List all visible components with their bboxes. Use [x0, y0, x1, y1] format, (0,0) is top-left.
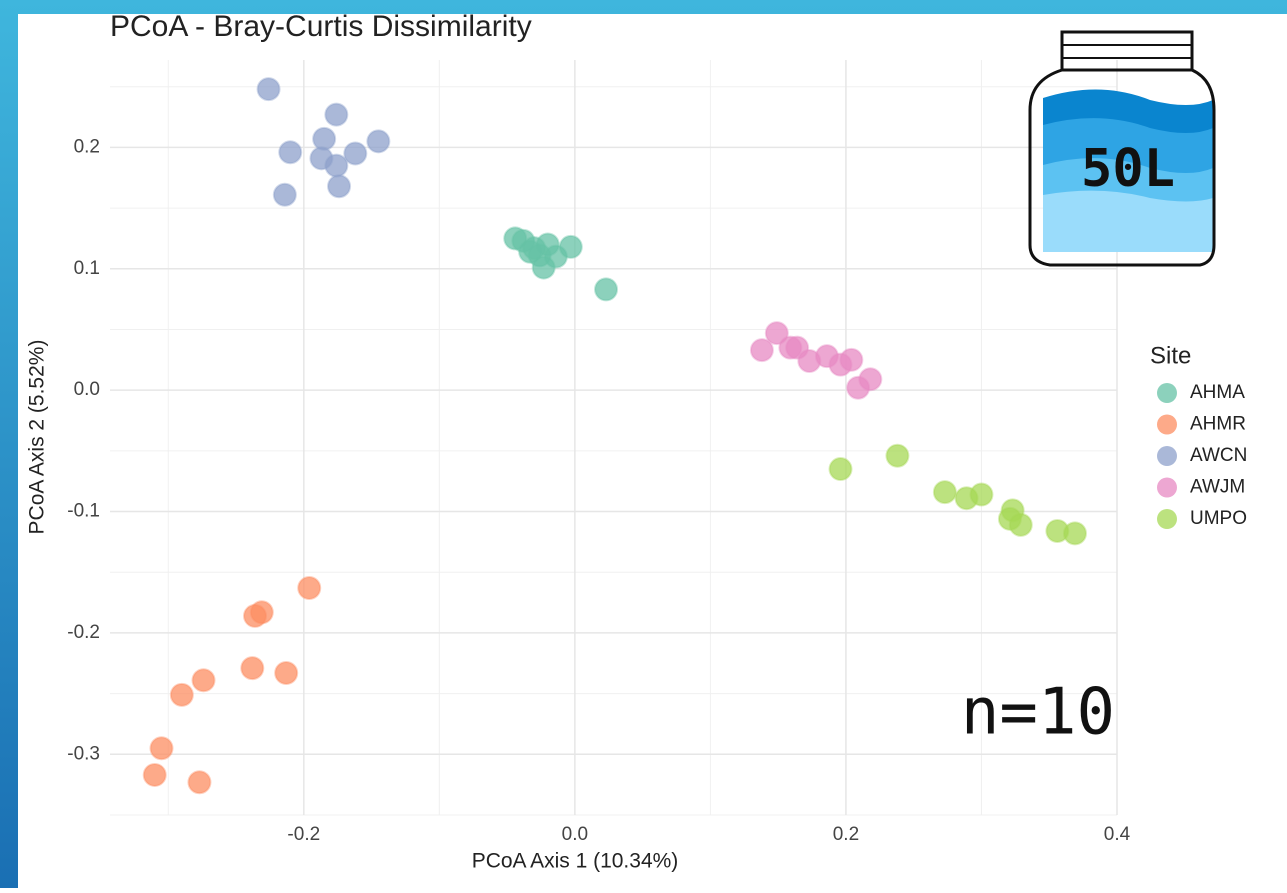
legend-label: AWCN [1190, 445, 1247, 466]
legend-swatch [1157, 446, 1177, 466]
point [522, 236, 547, 261]
point [749, 338, 774, 363]
point [274, 660, 299, 685]
x-tick-label: -0.2 [287, 824, 320, 845]
point [1062, 521, 1087, 546]
y-tick-label: 0.2 [74, 136, 100, 157]
point [828, 457, 853, 482]
point [272, 182, 297, 207]
point [858, 367, 883, 392]
y-axis-title: PCoA Axis 2 (5.52%) [26, 340, 49, 535]
point [149, 736, 174, 761]
y-tick-label: -0.2 [67, 622, 100, 643]
point [324, 153, 349, 178]
y-tick-label: -0.3 [67, 743, 100, 764]
x-tick-label: 0.4 [1104, 824, 1131, 845]
point [531, 255, 556, 280]
point [1008, 512, 1033, 537]
x-axis-title: PCoA Axis 1 (10.34%) [472, 850, 679, 873]
x-tick-label: 0.0 [562, 824, 588, 845]
legend-label: AHMA [1190, 382, 1245, 403]
y-tick-label: 0.1 [74, 258, 100, 279]
point [343, 141, 368, 166]
point [191, 668, 216, 693]
point [169, 682, 194, 707]
point [932, 480, 957, 505]
point [885, 443, 910, 468]
point [312, 126, 337, 151]
legend-swatch [1157, 509, 1177, 529]
legend-label: UMPO [1190, 508, 1247, 529]
y-tick-label: -0.1 [67, 501, 100, 522]
point [839, 347, 864, 372]
legend-label: AHMR [1190, 414, 1246, 435]
point [297, 576, 322, 601]
point [324, 102, 349, 127]
legend-swatch [1157, 477, 1177, 498]
point [594, 277, 619, 302]
point [187, 770, 212, 795]
legend-label: AWJM [1190, 477, 1245, 498]
point [558, 234, 583, 259]
point [243, 603, 268, 628]
legend-swatch [1157, 414, 1177, 435]
point [764, 321, 789, 346]
legend-swatch [1157, 383, 1177, 403]
point [327, 174, 352, 199]
jar-label: 50L [1081, 139, 1175, 199]
legend-title: Site [1150, 342, 1191, 369]
y-tick-label: 0.0 [74, 379, 100, 400]
point [366, 129, 391, 154]
chart-title: PCoA - Bray-Curtis Dissimilarity [110, 10, 532, 43]
point [240, 656, 265, 681]
jar-icon: 50L [1028, 30, 1216, 267]
sample-size-note: n=10 [961, 676, 1115, 750]
point [969, 482, 994, 507]
point [256, 77, 281, 102]
x-tick-label: 0.2 [833, 824, 859, 845]
point [278, 140, 303, 165]
point [142, 762, 167, 787]
